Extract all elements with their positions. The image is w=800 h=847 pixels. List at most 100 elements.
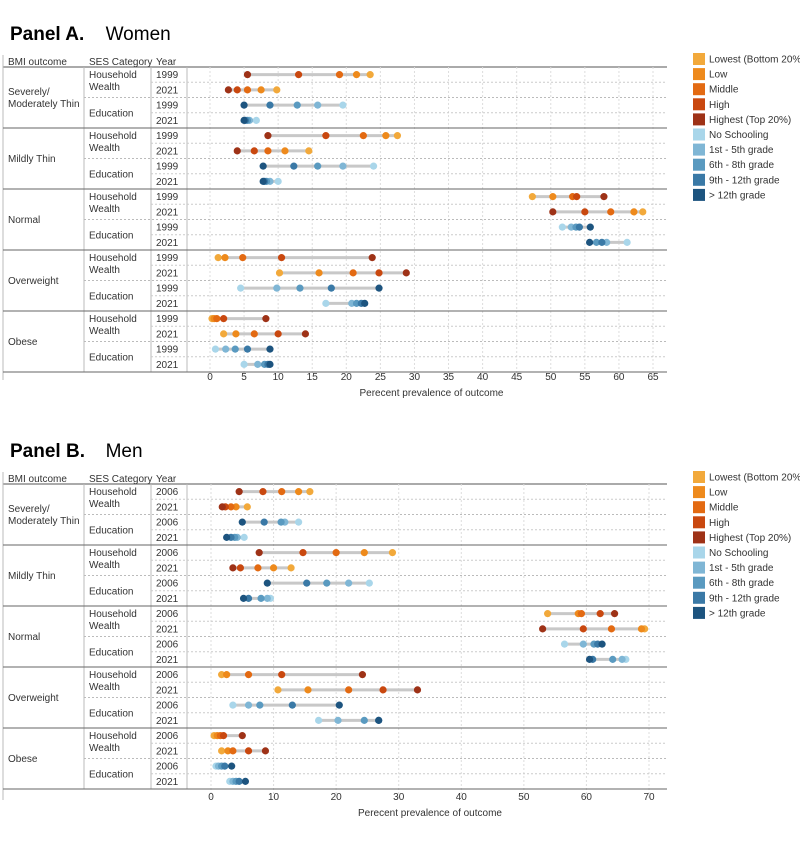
data-point [322,132,330,140]
data-point [256,701,264,709]
data-point [301,330,310,338]
data-point [339,101,347,109]
outcome-label: Overweight [8,276,59,287]
year-label: 2021 [156,116,179,127]
data-point [263,579,271,587]
year-label: 1999 [156,223,179,234]
data-point [241,777,250,785]
data-point [229,747,237,755]
data-point [259,177,267,185]
year-label: 2006 [156,518,179,529]
ses-category-label: Household [89,609,137,620]
ses-category-label: Education [89,291,133,302]
data-point [254,360,262,368]
data-point [227,503,235,511]
data-point [607,208,615,216]
x-tick-label: 25 [375,372,387,383]
year-label: 2021 [156,299,179,310]
outcome-label: Overweight [8,693,59,704]
ses-category-label: Wealth [89,143,120,154]
legend-swatch [693,576,705,589]
data-point [368,254,376,262]
ses-category-label: Wealth [89,265,120,276]
year-label: 2021 [156,777,179,788]
data-point [369,162,378,170]
data-point [303,579,311,587]
data-point [269,564,278,572]
x-tick-label: 10 [273,372,285,383]
data-point [306,488,314,496]
data-point [240,533,248,541]
ses-category-label: Education [89,352,133,363]
data-point [273,284,281,292]
data-point [332,549,340,557]
data-point [243,86,252,94]
year-label: 1999 [156,345,179,356]
ses-category-label: Wealth [89,326,120,337]
data-point [295,488,303,496]
outcome-label: Moderately Thin [8,99,80,110]
legend-swatch [693,98,705,111]
data-point [375,716,383,724]
legend-label: Lowest (Bottom 20%) [709,55,800,66]
data-point [295,71,303,79]
data-point [257,86,265,94]
x-tick-label: 10 [268,792,280,803]
data-point [220,315,228,323]
data-point [260,518,268,526]
year-label: 2021 [156,746,179,757]
legend-swatch [693,83,705,96]
legend-swatch [693,531,705,544]
legend-label: Middle [709,503,739,514]
ses-category-label: Household [89,192,137,203]
data-point [218,671,226,679]
legend-swatch [693,561,705,574]
data-point [327,284,335,292]
data-point [266,101,274,109]
ses-category-label: Household [89,548,137,559]
legend-swatch [693,128,705,141]
data-point [358,671,367,679]
header-year: Year [156,57,177,68]
data-point [592,238,601,246]
data-point [240,116,248,124]
data-point [214,254,222,262]
data-point [236,564,245,572]
data-point [228,762,236,770]
data-point [581,208,589,216]
data-point [287,564,295,572]
data-point [345,686,353,694]
x-tick-label: 30 [409,372,421,383]
data-point [334,716,342,724]
data-point [366,71,374,79]
legend-swatch [693,501,705,514]
year-label: 2021 [156,177,179,188]
year-label: 2006 [156,701,179,712]
data-point [296,284,304,292]
data-point [240,360,248,368]
data-point [244,747,253,755]
legend-label: 9th - 12th grade [709,593,780,604]
year-label: 2006 [156,487,179,498]
data-point [266,360,274,368]
data-point [359,132,367,140]
x-tick-label: 0 [208,792,214,803]
data-point [528,193,536,201]
x-tick-label: 20 [341,372,353,383]
year-label: 2021 [156,624,179,635]
header-bmi: BMI outcome [8,474,67,485]
year-label: 1999 [156,162,179,173]
legend-swatch [693,158,705,171]
year-label: 2021 [156,716,179,727]
data-point [278,488,286,496]
data-point [577,610,586,618]
legend-label: Low [709,488,728,499]
data-point [586,223,594,231]
data-point [586,238,594,246]
ses-category-label: Education [89,769,133,780]
year-label: 2021 [156,594,179,605]
data-point [305,147,313,155]
data-point [560,640,569,648]
legend-label: 9th - 12th grade [709,175,780,186]
legend-label: 1st - 5th grade [709,563,774,574]
